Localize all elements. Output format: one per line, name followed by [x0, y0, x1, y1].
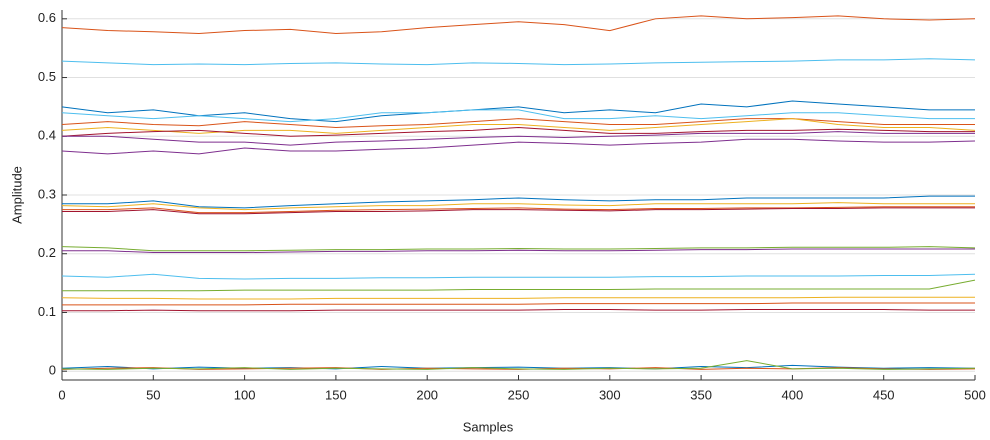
y-tick-label: 0.1	[38, 304, 56, 319]
y-axis-label: Amplitude	[9, 166, 24, 224]
series-line	[62, 309, 975, 312]
x-tick-label: 450	[873, 387, 895, 402]
x-tick-label: 500	[964, 387, 986, 402]
series-line	[61, 118, 976, 134]
x-tick-label: 150	[325, 387, 347, 402]
x-tick-label: 0	[58, 387, 65, 402]
series-line	[61, 118, 975, 128]
y-tick-label: 0.2	[38, 245, 56, 260]
y-tick-label: 0	[49, 363, 56, 378]
y-tick-label: 0.4	[38, 128, 56, 143]
series-line	[61, 138, 976, 155]
x-tick-label: 50	[146, 387, 160, 402]
series-line	[61, 273, 976, 280]
x-axis-label: Samples	[463, 419, 514, 434]
x-tick-label: 400	[782, 387, 804, 402]
series-line	[62, 248, 975, 254]
series-line	[61, 109, 975, 123]
series-line	[61, 360, 976, 370]
x-tick-label: 200	[416, 387, 438, 402]
y-tick-label: 0.5	[38, 69, 56, 84]
x-tick-label: 350	[690, 387, 712, 402]
series-line	[62, 302, 975, 306]
series-line	[61, 100, 975, 123]
series-line	[61, 126, 975, 137]
series-line	[62, 207, 975, 215]
x-tick-label: 300	[599, 387, 621, 402]
series-line	[61, 15, 976, 34]
series-line	[61, 364, 976, 370]
series-line	[61, 246, 976, 252]
series-line	[62, 206, 975, 214]
series-line	[61, 202, 975, 211]
series-line	[62, 279, 976, 292]
x-tick-label: 100	[234, 387, 256, 402]
series-line	[61, 296, 975, 300]
series-line	[62, 131, 975, 146]
y-tick-label: 0.3	[38, 186, 56, 201]
x-tick-label: 250	[508, 387, 530, 402]
y-tick-label: 0.6	[38, 10, 56, 25]
series-line	[61, 58, 976, 66]
series-line	[62, 195, 975, 209]
